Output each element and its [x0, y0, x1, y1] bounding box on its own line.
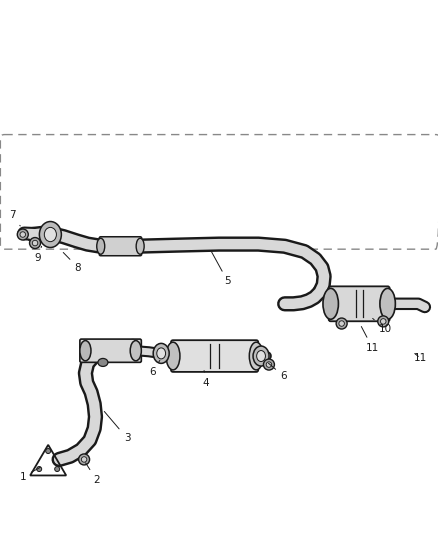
Ellipse shape [29, 238, 41, 248]
Ellipse shape [98, 358, 108, 367]
FancyBboxPatch shape [328, 286, 390, 321]
Ellipse shape [157, 348, 166, 359]
Ellipse shape [336, 318, 347, 329]
Ellipse shape [37, 466, 42, 472]
Text: 9: 9 [34, 246, 42, 263]
Text: 11: 11 [414, 353, 427, 363]
Text: 3: 3 [104, 411, 131, 443]
Ellipse shape [166, 342, 180, 370]
Ellipse shape [136, 238, 144, 254]
Ellipse shape [323, 288, 339, 319]
Text: 10: 10 [373, 318, 392, 334]
FancyBboxPatch shape [171, 340, 258, 372]
Ellipse shape [78, 454, 90, 465]
FancyBboxPatch shape [99, 237, 141, 256]
Ellipse shape [263, 359, 275, 370]
Text: 1: 1 [19, 467, 40, 482]
Ellipse shape [130, 341, 141, 361]
Ellipse shape [339, 321, 344, 326]
FancyBboxPatch shape [80, 339, 141, 362]
Ellipse shape [46, 449, 51, 454]
Text: 2: 2 [85, 463, 100, 484]
Ellipse shape [81, 457, 87, 462]
Ellipse shape [249, 342, 263, 370]
Text: 6: 6 [268, 363, 287, 381]
Ellipse shape [55, 466, 60, 472]
Ellipse shape [153, 343, 169, 364]
Ellipse shape [32, 240, 38, 246]
Ellipse shape [380, 288, 396, 319]
Ellipse shape [253, 346, 269, 366]
Text: 4: 4 [202, 370, 209, 387]
Text: 5: 5 [212, 252, 231, 286]
Ellipse shape [20, 232, 25, 237]
Text: 6: 6 [149, 360, 160, 377]
Text: 11: 11 [361, 327, 379, 352]
Text: 8: 8 [63, 253, 81, 272]
Ellipse shape [97, 238, 105, 254]
Ellipse shape [44, 228, 57, 241]
Ellipse shape [39, 222, 61, 247]
Ellipse shape [381, 319, 386, 324]
Ellipse shape [80, 341, 91, 361]
Ellipse shape [266, 362, 272, 367]
Text: 7: 7 [9, 211, 20, 226]
Ellipse shape [17, 229, 28, 240]
Ellipse shape [378, 316, 389, 327]
Ellipse shape [257, 351, 265, 361]
